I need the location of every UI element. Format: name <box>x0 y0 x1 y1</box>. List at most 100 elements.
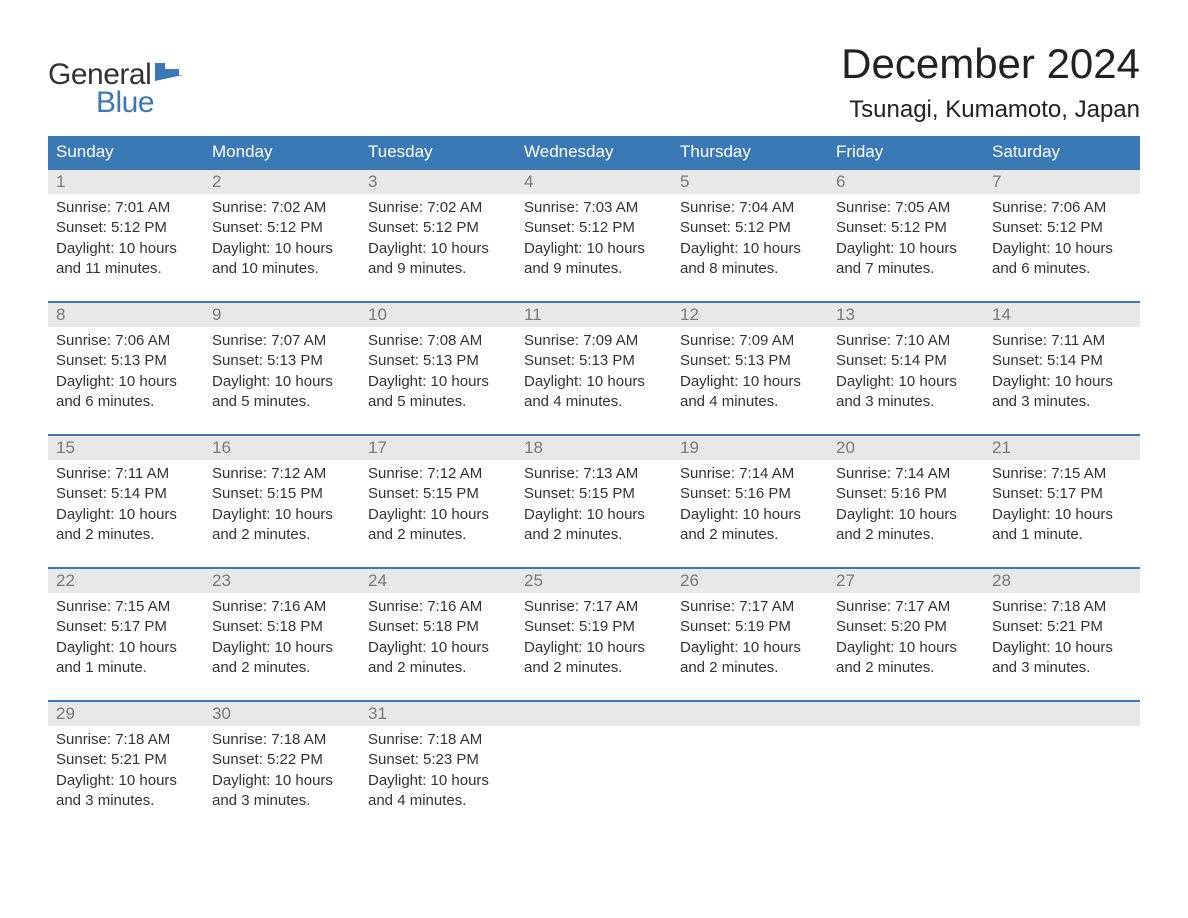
weekday-cell: Wednesday <box>516 136 672 168</box>
calendar: SundayMondayTuesdayWednesdayThursdayFrid… <box>48 136 1140 815</box>
sunrise-text: Sunrise: 7:14 AM <box>836 464 976 484</box>
sunset-text: Sunset: 5:12 PM <box>56 218 196 238</box>
sunset-text: Sunset: 5:12 PM <box>836 218 976 238</box>
daylight-text: Daylight: 10 hours and 5 minutes. <box>368 372 508 413</box>
daynum-row: 891011121314 <box>48 301 1140 327</box>
daylight-text: Daylight: 10 hours and 3 minutes. <box>56 771 196 812</box>
day-number: 10 <box>360 303 516 327</box>
day-number: 13 <box>828 303 984 327</box>
day-detail: Sunrise: 7:06 AMSunset: 5:13 PMDaylight:… <box>48 327 204 416</box>
sunrise-text: Sunrise: 7:02 AM <box>212 198 352 218</box>
day-detail: Sunrise: 7:18 AMSunset: 5:22 PMDaylight:… <box>204 726 360 815</box>
day-detail: Sunrise: 7:15 AMSunset: 5:17 PMDaylight:… <box>48 593 204 682</box>
day-detail: Sunrise: 7:09 AMSunset: 5:13 PMDaylight:… <box>516 327 672 416</box>
flag-icon <box>155 63 183 86</box>
day-detail: Sunrise: 7:18 AMSunset: 5:21 PMDaylight:… <box>48 726 204 815</box>
day-detail: Sunrise: 7:04 AMSunset: 5:12 PMDaylight:… <box>672 194 828 283</box>
day-detail: Sunrise: 7:14 AMSunset: 5:16 PMDaylight:… <box>828 460 984 549</box>
day-number: 4 <box>516 170 672 194</box>
daylight-text: Daylight: 10 hours and 3 minutes. <box>836 372 976 413</box>
daylight-text: Daylight: 10 hours and 4 minutes. <box>524 372 664 413</box>
week-block: 1234567Sunrise: 7:01 AMSunset: 5:12 PMDa… <box>48 168 1140 283</box>
day-detail <box>828 726 984 815</box>
sunrise-text: Sunrise: 7:06 AM <box>992 198 1132 218</box>
day-number <box>516 702 672 726</box>
day-detail: Sunrise: 7:02 AMSunset: 5:12 PMDaylight:… <box>204 194 360 283</box>
sunrise-text: Sunrise: 7:07 AM <box>212 331 352 351</box>
day-number: 29 <box>48 702 204 726</box>
location: Tsunagi, Kumamoto, Japan <box>841 96 1140 124</box>
day-detail <box>672 726 828 815</box>
detail-row: Sunrise: 7:11 AMSunset: 5:14 PMDaylight:… <box>48 460 1140 549</box>
day-detail: Sunrise: 7:08 AMSunset: 5:13 PMDaylight:… <box>360 327 516 416</box>
day-number: 18 <box>516 436 672 460</box>
day-detail: Sunrise: 7:11 AMSunset: 5:14 PMDaylight:… <box>48 460 204 549</box>
sunset-text: Sunset: 5:12 PM <box>524 218 664 238</box>
sunset-text: Sunset: 5:12 PM <box>212 218 352 238</box>
daylight-text: Daylight: 10 hours and 2 minutes. <box>368 505 508 546</box>
day-detail: Sunrise: 7:15 AMSunset: 5:17 PMDaylight:… <box>984 460 1140 549</box>
daylight-text: Daylight: 10 hours and 2 minutes. <box>212 638 352 679</box>
daylight-text: Daylight: 10 hours and 2 minutes. <box>836 505 976 546</box>
sunset-text: Sunset: 5:21 PM <box>56 750 196 770</box>
daylight-text: Daylight: 10 hours and 3 minutes. <box>992 372 1132 413</box>
sunrise-text: Sunrise: 7:08 AM <box>368 331 508 351</box>
detail-row: Sunrise: 7:01 AMSunset: 5:12 PMDaylight:… <box>48 194 1140 283</box>
daylight-text: Daylight: 10 hours and 2 minutes. <box>524 638 664 679</box>
day-detail: Sunrise: 7:16 AMSunset: 5:18 PMDaylight:… <box>360 593 516 682</box>
sunset-text: Sunset: 5:15 PM <box>212 484 352 504</box>
sunset-text: Sunset: 5:14 PM <box>992 351 1132 371</box>
day-detail: Sunrise: 7:17 AMSunset: 5:19 PMDaylight:… <box>672 593 828 682</box>
sunrise-text: Sunrise: 7:15 AM <box>56 597 196 617</box>
day-detail: Sunrise: 7:18 AMSunset: 5:23 PMDaylight:… <box>360 726 516 815</box>
day-detail: Sunrise: 7:18 AMSunset: 5:21 PMDaylight:… <box>984 593 1140 682</box>
day-number: 1 <box>48 170 204 194</box>
daylight-text: Daylight: 10 hours and 3 minutes. <box>212 771 352 812</box>
daylight-text: Daylight: 10 hours and 6 minutes. <box>56 372 196 413</box>
sunset-text: Sunset: 5:23 PM <box>368 750 508 770</box>
sunrise-text: Sunrise: 7:06 AM <box>56 331 196 351</box>
day-number: 25 <box>516 569 672 593</box>
daynum-row: 22232425262728 <box>48 567 1140 593</box>
sunrise-text: Sunrise: 7:17 AM <box>836 597 976 617</box>
day-number: 9 <box>204 303 360 327</box>
daylight-text: Daylight: 10 hours and 10 minutes. <box>212 239 352 280</box>
day-detail: Sunrise: 7:01 AMSunset: 5:12 PMDaylight:… <box>48 194 204 283</box>
sunset-text: Sunset: 5:12 PM <box>992 218 1132 238</box>
sunrise-text: Sunrise: 7:18 AM <box>56 730 196 750</box>
day-number <box>828 702 984 726</box>
sunrise-text: Sunrise: 7:11 AM <box>992 331 1132 351</box>
day-detail <box>516 726 672 815</box>
weekday-cell: Saturday <box>984 136 1140 168</box>
sunrise-text: Sunrise: 7:16 AM <box>368 597 508 617</box>
weekday-cell: Tuesday <box>360 136 516 168</box>
day-number: 8 <box>48 303 204 327</box>
daylight-text: Daylight: 10 hours and 2 minutes. <box>680 505 820 546</box>
day-number <box>984 702 1140 726</box>
sunset-text: Sunset: 5:13 PM <box>680 351 820 371</box>
sunset-text: Sunset: 5:13 PM <box>368 351 508 371</box>
sunset-text: Sunset: 5:16 PM <box>836 484 976 504</box>
daylight-text: Daylight: 10 hours and 2 minutes. <box>680 638 820 679</box>
logo: General Blue <box>48 58 183 120</box>
day-number <box>672 702 828 726</box>
sunrise-text: Sunrise: 7:17 AM <box>524 597 664 617</box>
daylight-text: Daylight: 10 hours and 2 minutes. <box>368 638 508 679</box>
sunset-text: Sunset: 5:18 PM <box>368 617 508 637</box>
day-detail: Sunrise: 7:09 AMSunset: 5:13 PMDaylight:… <box>672 327 828 416</box>
sunset-text: Sunset: 5:17 PM <box>56 617 196 637</box>
sunrise-text: Sunrise: 7:10 AM <box>836 331 976 351</box>
day-number: 17 <box>360 436 516 460</box>
sunrise-text: Sunrise: 7:16 AM <box>212 597 352 617</box>
sunrise-text: Sunrise: 7:02 AM <box>368 198 508 218</box>
day-detail: Sunrise: 7:13 AMSunset: 5:15 PMDaylight:… <box>516 460 672 549</box>
sunset-text: Sunset: 5:14 PM <box>836 351 976 371</box>
week-block: 22232425262728Sunrise: 7:15 AMSunset: 5:… <box>48 567 1140 682</box>
day-detail: Sunrise: 7:05 AMSunset: 5:12 PMDaylight:… <box>828 194 984 283</box>
weekday-row: SundayMondayTuesdayWednesdayThursdayFrid… <box>48 136 1140 168</box>
sunset-text: Sunset: 5:12 PM <box>680 218 820 238</box>
sunrise-text: Sunrise: 7:09 AM <box>680 331 820 351</box>
header: General Blue December 2024 Tsunagi, Kuma… <box>48 40 1140 124</box>
daylight-text: Daylight: 10 hours and 1 minute. <box>992 505 1132 546</box>
daylight-text: Daylight: 10 hours and 9 minutes. <box>524 239 664 280</box>
